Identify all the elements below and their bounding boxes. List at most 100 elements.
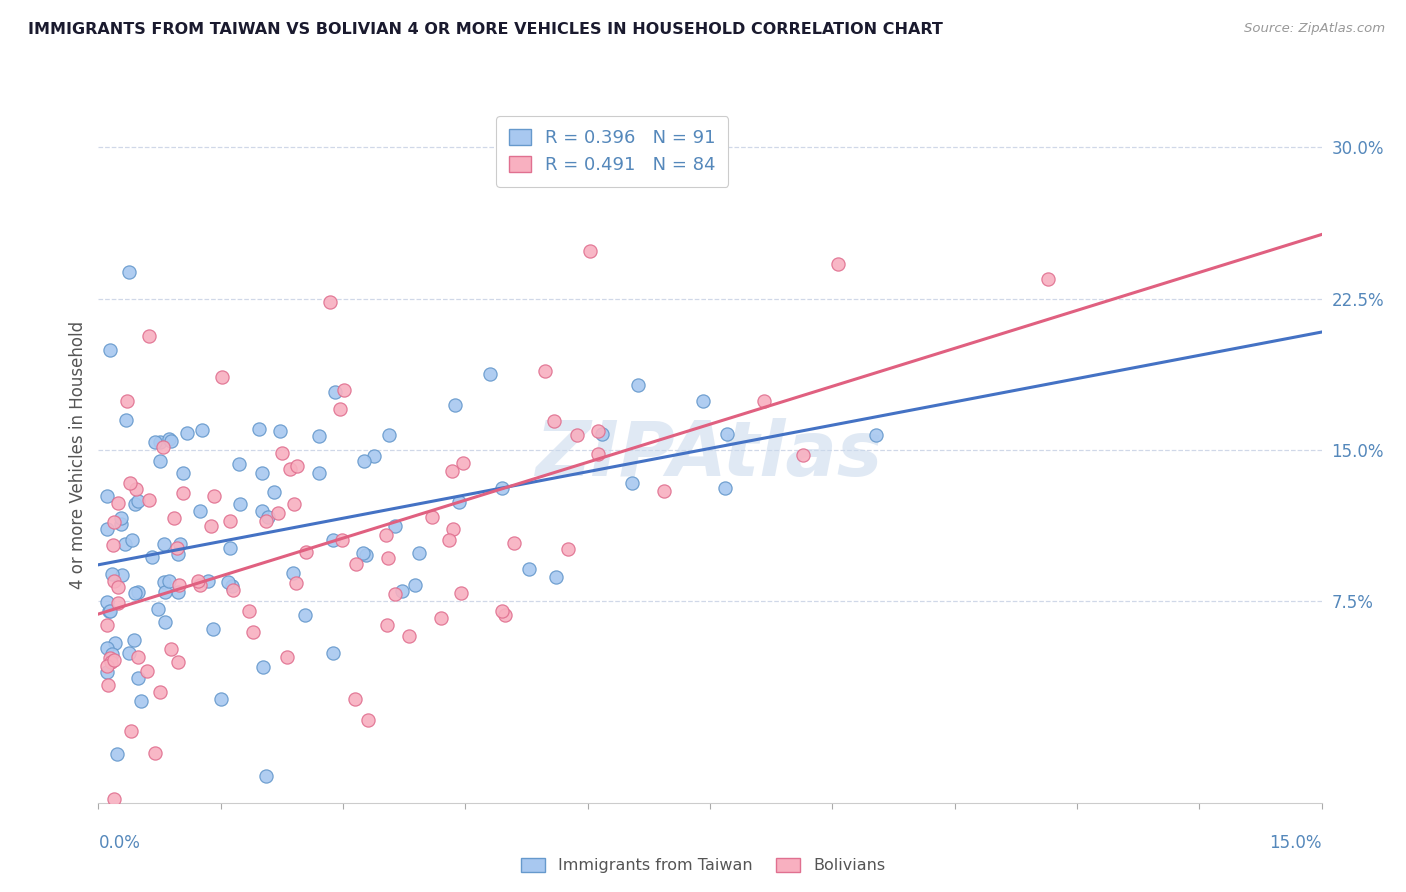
Point xyxy=(107,580,129,594)
Point xyxy=(503,536,526,550)
Text: 15.0%: 15.0% xyxy=(1270,834,1322,852)
Point xyxy=(278,462,301,476)
Point xyxy=(357,713,380,727)
Point xyxy=(294,608,316,623)
Point xyxy=(543,414,565,428)
Point xyxy=(238,604,260,618)
Point xyxy=(110,511,132,525)
Point xyxy=(103,574,125,588)
Point xyxy=(152,537,174,551)
Point xyxy=(354,548,377,562)
Point xyxy=(323,384,346,399)
Point xyxy=(110,516,132,531)
Point xyxy=(202,623,225,637)
Point xyxy=(103,653,125,667)
Point xyxy=(344,557,367,571)
Point xyxy=(374,528,396,542)
Point xyxy=(127,650,149,665)
Point xyxy=(149,454,172,468)
Point xyxy=(121,533,143,547)
Point xyxy=(96,595,118,609)
Point xyxy=(103,792,125,806)
Text: IMMIGRANTS FROM TAIWAN VS BOLIVIAN 4 OR MORE VEHICLES IN HOUSEHOLD CORRELATION C: IMMIGRANTS FROM TAIWAN VS BOLIVIAN 4 OR … xyxy=(28,22,943,37)
Point xyxy=(146,601,169,615)
Point xyxy=(591,427,613,442)
Point xyxy=(103,515,125,529)
Point xyxy=(494,607,516,622)
Point xyxy=(159,434,181,448)
Point xyxy=(269,424,291,438)
Point xyxy=(211,370,233,384)
Point xyxy=(652,484,675,499)
Point xyxy=(100,604,122,618)
Point xyxy=(692,394,714,409)
Point xyxy=(120,475,142,490)
Point xyxy=(125,482,148,496)
Text: ZIPAtlas: ZIPAtlas xyxy=(536,418,884,491)
Y-axis label: 4 or more Vehicles in Household: 4 or more Vehicles in Household xyxy=(69,321,87,589)
Point xyxy=(149,435,172,450)
Point xyxy=(143,434,166,449)
Point xyxy=(439,533,461,548)
Point xyxy=(166,547,188,561)
Point xyxy=(107,596,129,610)
Point xyxy=(127,493,149,508)
Point xyxy=(96,522,118,536)
Point xyxy=(107,496,129,510)
Point xyxy=(384,587,406,601)
Point xyxy=(101,647,124,661)
Point xyxy=(391,584,413,599)
Point xyxy=(124,497,146,511)
Point xyxy=(252,660,274,674)
Point xyxy=(792,448,814,462)
Point xyxy=(141,549,163,564)
Point xyxy=(478,368,501,382)
Point xyxy=(716,427,738,442)
Point xyxy=(191,423,214,437)
Point xyxy=(308,428,330,442)
Point xyxy=(491,604,513,618)
Point xyxy=(96,489,118,503)
Point xyxy=(219,541,242,556)
Point xyxy=(129,694,152,708)
Point xyxy=(101,538,124,552)
Point xyxy=(188,504,211,518)
Point xyxy=(444,398,467,412)
Point xyxy=(827,257,849,271)
Point xyxy=(285,575,308,590)
Point xyxy=(197,574,219,588)
Point xyxy=(450,586,472,600)
Point xyxy=(285,458,308,473)
Point xyxy=(544,570,567,584)
Point xyxy=(200,519,222,533)
Point xyxy=(627,378,650,392)
Point xyxy=(449,495,471,509)
Point xyxy=(96,618,118,632)
Point xyxy=(408,546,430,560)
Point xyxy=(98,343,121,357)
Point xyxy=(172,466,194,480)
Point xyxy=(101,567,124,582)
Point xyxy=(221,579,243,593)
Point xyxy=(127,585,149,599)
Point xyxy=(149,685,172,699)
Point xyxy=(440,464,463,478)
Point xyxy=(163,510,186,524)
Point xyxy=(124,633,146,648)
Point xyxy=(1036,272,1059,286)
Point xyxy=(333,383,356,397)
Point xyxy=(136,665,159,679)
Point xyxy=(229,497,252,511)
Point xyxy=(242,625,264,640)
Point xyxy=(157,432,180,446)
Point xyxy=(260,830,283,844)
Point xyxy=(249,422,271,436)
Point xyxy=(517,562,540,576)
Point xyxy=(176,426,198,441)
Point xyxy=(100,655,122,669)
Point xyxy=(96,659,118,673)
Point xyxy=(202,489,225,503)
Point xyxy=(441,522,464,536)
Point xyxy=(257,510,280,524)
Point xyxy=(172,485,194,500)
